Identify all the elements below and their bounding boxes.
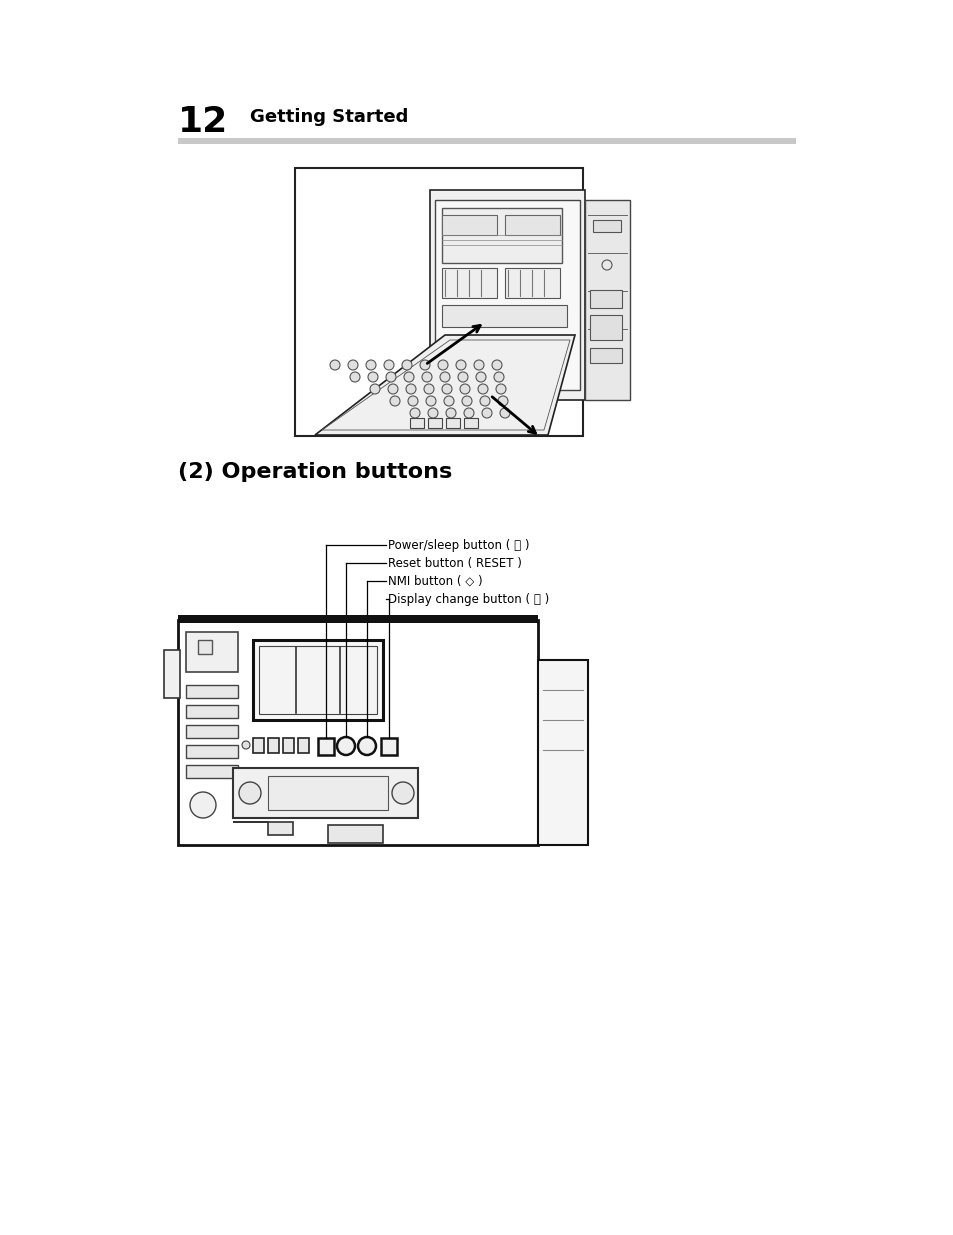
Bar (268, 776, 388, 810)
Bar (380, 739, 396, 755)
Bar (435, 200, 579, 390)
Circle shape (477, 384, 488, 394)
Circle shape (421, 372, 432, 382)
Bar (178, 615, 537, 622)
Bar (253, 739, 264, 753)
Text: 12: 12 (178, 105, 228, 140)
Bar (441, 207, 561, 263)
Bar (164, 650, 180, 698)
Bar (441, 215, 497, 235)
Bar (441, 305, 566, 327)
Polygon shape (314, 335, 575, 435)
Bar (410, 417, 423, 429)
Circle shape (441, 384, 452, 394)
Circle shape (497, 396, 507, 406)
Circle shape (330, 359, 339, 370)
Circle shape (419, 359, 430, 370)
Text: Reset button ( RESET ): Reset button ( RESET ) (388, 557, 521, 569)
Circle shape (392, 782, 414, 804)
Circle shape (423, 384, 434, 394)
Circle shape (370, 384, 379, 394)
Bar (317, 739, 334, 755)
Bar (268, 739, 278, 753)
Circle shape (437, 359, 448, 370)
Circle shape (426, 396, 436, 406)
Bar (186, 725, 237, 739)
Circle shape (481, 408, 492, 417)
Circle shape (496, 384, 505, 394)
Circle shape (601, 261, 612, 270)
Bar (178, 138, 795, 144)
Bar (504, 268, 559, 298)
Circle shape (499, 408, 510, 417)
Circle shape (439, 372, 450, 382)
Bar (186, 705, 237, 718)
Circle shape (350, 372, 359, 382)
Circle shape (474, 359, 483, 370)
Circle shape (479, 396, 490, 406)
Bar (589, 348, 621, 363)
Bar (441, 268, 497, 298)
Circle shape (492, 359, 501, 370)
Circle shape (368, 372, 377, 382)
Text: NMI button ( ◇ ): NMI button ( ◇ ) (388, 574, 482, 588)
Bar (178, 620, 537, 845)
Circle shape (443, 396, 454, 406)
Bar (428, 417, 441, 429)
Bar (253, 640, 382, 720)
Circle shape (242, 741, 250, 748)
Circle shape (401, 359, 412, 370)
Circle shape (456, 359, 465, 370)
Bar (297, 739, 309, 753)
Polygon shape (233, 823, 293, 835)
Bar (258, 646, 376, 714)
Circle shape (386, 372, 395, 382)
Circle shape (403, 372, 414, 382)
Bar (186, 764, 237, 778)
Text: Power/sleep button ( ⏻ ): Power/sleep button ( ⏻ ) (388, 538, 529, 552)
Circle shape (428, 408, 437, 417)
Bar (463, 417, 477, 429)
Circle shape (384, 359, 394, 370)
Text: Getting Started: Getting Started (250, 107, 408, 126)
Circle shape (348, 359, 357, 370)
Circle shape (446, 408, 456, 417)
Bar (186, 632, 237, 672)
Circle shape (239, 782, 261, 804)
Circle shape (410, 408, 419, 417)
Bar (186, 685, 237, 698)
Circle shape (459, 384, 470, 394)
Bar (294, 168, 582, 436)
Circle shape (463, 408, 474, 417)
Bar (589, 290, 621, 308)
Circle shape (457, 372, 468, 382)
Circle shape (388, 384, 397, 394)
Bar (186, 745, 237, 758)
Circle shape (406, 384, 416, 394)
Circle shape (476, 372, 485, 382)
Text: (2) Operation buttons: (2) Operation buttons (178, 462, 452, 482)
Bar (584, 200, 629, 400)
Circle shape (494, 372, 503, 382)
Circle shape (461, 396, 472, 406)
Bar (198, 640, 212, 655)
Bar (589, 315, 621, 340)
Bar (446, 417, 459, 429)
Bar (504, 215, 559, 235)
Bar (328, 825, 382, 844)
Text: Display change button ( ⎙ ): Display change button ( ⎙ ) (388, 593, 549, 605)
Circle shape (366, 359, 375, 370)
Bar (537, 659, 587, 845)
Circle shape (190, 792, 215, 818)
Bar (430, 190, 584, 400)
Circle shape (357, 737, 375, 755)
Circle shape (336, 737, 355, 755)
Bar (283, 739, 294, 753)
Bar (593, 220, 620, 232)
Circle shape (390, 396, 399, 406)
Circle shape (408, 396, 417, 406)
Bar (233, 768, 417, 818)
